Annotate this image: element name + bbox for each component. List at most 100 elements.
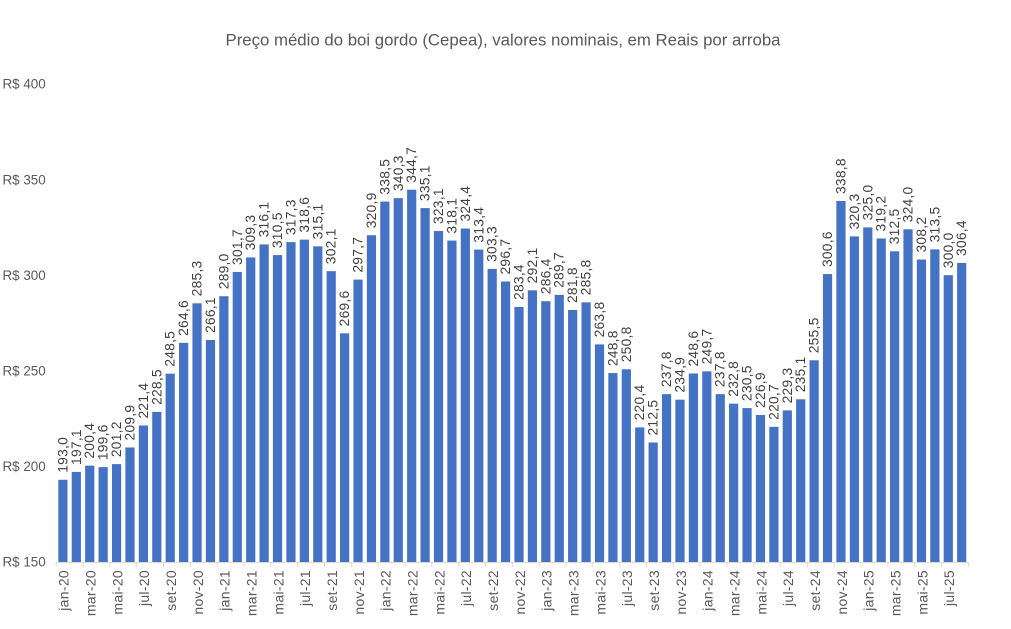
svg-text:R$ 150: R$ 150 xyxy=(3,555,46,570)
svg-text:302,1: 302,1 xyxy=(324,228,339,264)
svg-text:292,1: 292,1 xyxy=(525,248,540,284)
svg-text:264,6: 264,6 xyxy=(176,300,191,336)
svg-text:237,8: 237,8 xyxy=(713,351,728,387)
svg-text:201,2: 201,2 xyxy=(109,421,124,457)
svg-text:283,4: 283,4 xyxy=(512,264,527,300)
svg-text:jul-22: jul-22 xyxy=(458,570,474,607)
svg-text:nov-21: nov-21 xyxy=(351,570,367,615)
svg-text:317,3: 317,3 xyxy=(283,199,298,235)
svg-text:324,4: 324,4 xyxy=(458,186,473,222)
svg-text:338,8: 338,8 xyxy=(833,158,848,194)
svg-text:jul-20: jul-20 xyxy=(136,570,152,607)
svg-text:set-21: set-21 xyxy=(324,570,340,611)
svg-text:mai-20: mai-20 xyxy=(109,570,125,615)
svg-text:312,5: 312,5 xyxy=(887,208,902,244)
svg-text:344,7: 344,7 xyxy=(404,147,419,183)
svg-text:R$ 400: R$ 400 xyxy=(3,77,46,92)
svg-text:nov-24: nov-24 xyxy=(834,570,850,615)
svg-text:jan-22: jan-22 xyxy=(378,570,394,612)
svg-text:303,3: 303,3 xyxy=(485,226,500,262)
svg-text:jul-24: jul-24 xyxy=(780,570,796,607)
svg-text:jul-25: jul-25 xyxy=(941,570,957,607)
svg-text:jan-23: jan-23 xyxy=(539,570,555,612)
svg-text:212,5: 212,5 xyxy=(646,400,661,436)
svg-text:301,7: 301,7 xyxy=(230,229,245,265)
svg-text:300,6: 300,6 xyxy=(820,231,835,267)
svg-text:set-22: set-22 xyxy=(485,570,501,611)
svg-text:220,7: 220,7 xyxy=(766,384,781,420)
svg-text:nov-22: nov-22 xyxy=(512,570,528,615)
svg-text:mai-22: mai-22 xyxy=(431,570,447,615)
svg-text:325,0: 325,0 xyxy=(860,185,875,221)
svg-text:mar-20: mar-20 xyxy=(83,570,99,616)
svg-text:340,3: 340,3 xyxy=(391,155,406,191)
svg-text:mai-21: mai-21 xyxy=(270,570,286,615)
svg-text:309,3: 309,3 xyxy=(243,215,258,251)
svg-text:308,2: 308,2 xyxy=(914,217,929,253)
svg-text:230,5: 230,5 xyxy=(740,365,755,401)
svg-text:237,8: 237,8 xyxy=(659,351,674,387)
svg-text:set-24: set-24 xyxy=(807,570,823,611)
svg-text:jan-21: jan-21 xyxy=(217,570,233,612)
svg-text:320,9: 320,9 xyxy=(364,192,379,228)
svg-text:R$ 250: R$ 250 xyxy=(3,364,46,379)
svg-text:306,4: 306,4 xyxy=(954,220,969,256)
svg-text:232,8: 232,8 xyxy=(726,361,741,397)
svg-text:mar-21: mar-21 xyxy=(244,570,260,616)
svg-text:296,7: 296,7 xyxy=(498,239,513,275)
svg-text:338,5: 338,5 xyxy=(377,159,392,195)
svg-text:220,4: 220,4 xyxy=(632,385,647,421)
svg-text:mai-24: mai-24 xyxy=(753,570,769,615)
svg-text:193,0: 193,0 xyxy=(55,437,70,473)
svg-text:286,4: 286,4 xyxy=(538,258,553,294)
svg-text:248,8: 248,8 xyxy=(605,330,620,366)
svg-text:221,4: 221,4 xyxy=(136,383,151,419)
svg-text:R$ 350: R$ 350 xyxy=(3,172,46,187)
svg-text:316,1: 316,1 xyxy=(257,202,272,238)
svg-text:235,1: 235,1 xyxy=(793,357,808,393)
svg-text:263,8: 263,8 xyxy=(592,302,607,338)
svg-text:197,1: 197,1 xyxy=(69,429,84,465)
svg-text:318,6: 318,6 xyxy=(297,197,312,233)
svg-text:229,3: 229,3 xyxy=(780,368,795,404)
svg-text:jul-23: jul-23 xyxy=(619,570,635,607)
svg-text:249,7: 249,7 xyxy=(699,329,714,365)
svg-text:mar-25: mar-25 xyxy=(887,570,903,616)
svg-text:255,5: 255,5 xyxy=(807,317,822,353)
svg-text:313,4: 313,4 xyxy=(471,207,486,243)
svg-text:323,1: 323,1 xyxy=(431,188,446,224)
svg-text:234,9: 234,9 xyxy=(672,357,687,393)
svg-text:300,0: 300,0 xyxy=(941,232,956,268)
svg-text:250,8: 250,8 xyxy=(619,326,634,362)
svg-text:297,7: 297,7 xyxy=(351,237,366,273)
svg-text:199,6: 199,6 xyxy=(96,424,111,460)
svg-text:285,8: 285,8 xyxy=(579,259,594,295)
svg-text:266,1: 266,1 xyxy=(203,297,218,333)
svg-text:285,3: 285,3 xyxy=(190,260,205,296)
svg-text:set-20: set-20 xyxy=(163,570,179,611)
svg-text:mai-23: mai-23 xyxy=(592,570,608,615)
svg-text:269,6: 269,6 xyxy=(337,290,352,326)
svg-text:318,1: 318,1 xyxy=(444,198,459,234)
svg-text:313,5: 313,5 xyxy=(927,207,942,243)
svg-text:nov-20: nov-20 xyxy=(190,570,206,615)
svg-text:319,2: 319,2 xyxy=(874,196,889,232)
svg-text:mai-25: mai-25 xyxy=(914,570,930,615)
svg-text:209,9: 209,9 xyxy=(122,405,137,441)
svg-text:315,1: 315,1 xyxy=(310,204,325,240)
svg-text:320,3: 320,3 xyxy=(847,194,862,230)
svg-text:R$ 200: R$ 200 xyxy=(3,459,46,474)
svg-text:200,4: 200,4 xyxy=(82,423,97,459)
svg-text:289,7: 289,7 xyxy=(552,252,567,288)
svg-text:289,0: 289,0 xyxy=(216,253,231,289)
svg-text:jul-21: jul-21 xyxy=(297,570,313,607)
svg-text:mar-23: mar-23 xyxy=(565,570,581,616)
svg-text:nov-23: nov-23 xyxy=(673,570,689,615)
svg-text:324,0: 324,0 xyxy=(901,186,916,222)
svg-text:jan-20: jan-20 xyxy=(56,570,72,612)
svg-text:310,5: 310,5 xyxy=(270,212,285,248)
svg-text:mar-22: mar-22 xyxy=(404,570,420,616)
svg-text:248,5: 248,5 xyxy=(163,331,178,367)
svg-text:335,1: 335,1 xyxy=(418,165,433,201)
svg-text:mar-24: mar-24 xyxy=(726,570,742,616)
